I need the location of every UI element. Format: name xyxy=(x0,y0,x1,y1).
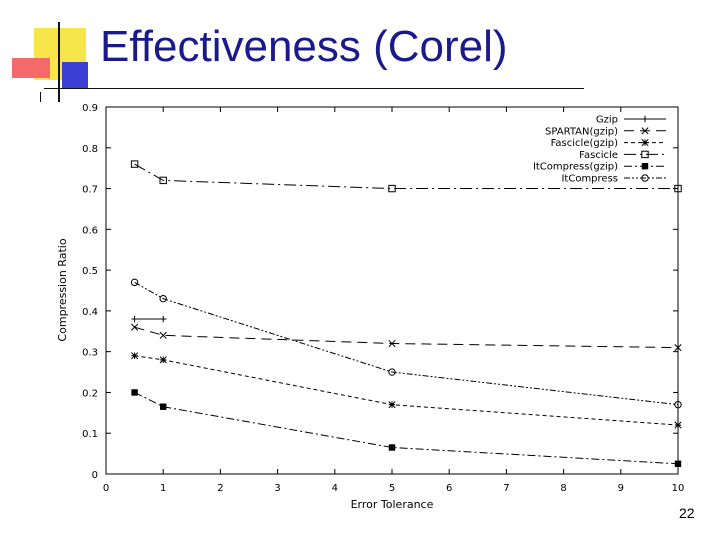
data-point xyxy=(131,352,139,360)
data-point xyxy=(641,150,649,159)
x-axis-label: Error Tolerance xyxy=(351,498,434,511)
series-line xyxy=(134,355,679,426)
legend-label: Fascicle(gzip) xyxy=(551,138,619,149)
legend-label: ItCompress xyxy=(561,174,618,185)
data-point xyxy=(131,323,139,331)
data-point xyxy=(641,174,649,182)
series-layer xyxy=(130,160,682,468)
series-spartan-gzip- xyxy=(131,323,682,352)
series-fascicle-gzip- xyxy=(131,352,682,429)
decor-red-square xyxy=(12,58,50,78)
data-point xyxy=(674,400,682,409)
x-tick-label: 5 xyxy=(389,483,395,494)
data-point xyxy=(160,315,167,323)
series-line xyxy=(134,391,679,465)
data-point xyxy=(388,401,396,409)
legend-label: Fascicle xyxy=(579,150,618,161)
y-tick-label: 0.5 xyxy=(82,266,98,277)
y-tick-label: 0.2 xyxy=(82,388,98,399)
decor-blue-square xyxy=(62,62,88,88)
data-point xyxy=(131,315,138,323)
data-point xyxy=(159,176,167,185)
page-number: 22 xyxy=(679,505,695,521)
x-tick-label: 1 xyxy=(160,483,166,494)
series-itcompress-gzip- xyxy=(131,389,682,468)
data-point xyxy=(674,344,682,352)
y-tick-label: 0.6 xyxy=(82,225,98,236)
data-point xyxy=(641,127,649,135)
y-axis: 0 0.1 0.2 0.3 0.4 0.5 0.6 0.7 0.8 0.9 xyxy=(82,103,678,481)
data-point xyxy=(388,184,396,193)
data-point xyxy=(641,139,649,147)
legend-label: SPARTAN(gzip) xyxy=(545,126,618,137)
legend-label: ItCompress(gzip) xyxy=(533,162,618,173)
y-tick-label: 0.4 xyxy=(82,307,98,318)
y-tick-label: 0.1 xyxy=(82,429,98,440)
y-tick-label: 0.9 xyxy=(82,103,98,114)
y-tick-label: 0.8 xyxy=(82,144,98,155)
data-point xyxy=(131,389,138,396)
x-axis: 0 1 2 3 4 5 6 7 8 9 10 xyxy=(103,107,685,494)
slide-title: Effectiveness (Corel) xyxy=(100,22,508,71)
data-point xyxy=(641,115,649,123)
data-point xyxy=(159,356,167,364)
x-tick-label: 10 xyxy=(672,483,685,494)
y-tick-label: 0.7 xyxy=(82,185,98,196)
data-point xyxy=(159,294,167,303)
data-point xyxy=(388,339,396,348)
series-itcompress xyxy=(130,278,682,409)
series-line xyxy=(134,326,679,349)
data-point xyxy=(674,184,682,193)
data-point xyxy=(388,368,396,376)
series-gzip xyxy=(131,315,167,323)
x-tick-label: 6 xyxy=(446,483,452,494)
x-tick-label: 2 xyxy=(217,483,223,494)
decor-tick xyxy=(40,92,41,102)
x-tick-label: 4 xyxy=(332,483,338,494)
x-tick-label: 3 xyxy=(274,483,280,494)
x-tick-label: 9 xyxy=(618,483,624,494)
legend-label: Gzip xyxy=(596,115,618,126)
title-underline xyxy=(44,88,584,89)
data-point xyxy=(388,444,396,451)
series-fascicle xyxy=(130,160,682,193)
data-point xyxy=(674,460,682,468)
y-axis-label: Compression Ratio xyxy=(56,238,69,341)
decor-vertical-line xyxy=(58,22,60,102)
data-point xyxy=(130,160,139,168)
data-point xyxy=(160,403,167,410)
series-line xyxy=(134,163,678,190)
data-point xyxy=(641,163,649,170)
y-tick-label: 0.3 xyxy=(82,348,98,359)
x-tick-label: 7 xyxy=(503,483,509,494)
legend: GzipSPARTAN(gzip)Fascicle(gzip)FascicleI… xyxy=(533,115,666,185)
series-line xyxy=(134,281,679,406)
data-point xyxy=(674,421,682,429)
y-tick-label: 0 xyxy=(92,470,98,481)
x-tick-label: 0 xyxy=(103,483,109,494)
data-point xyxy=(159,331,167,339)
data-point xyxy=(130,278,139,287)
x-tick-label: 8 xyxy=(560,483,566,494)
